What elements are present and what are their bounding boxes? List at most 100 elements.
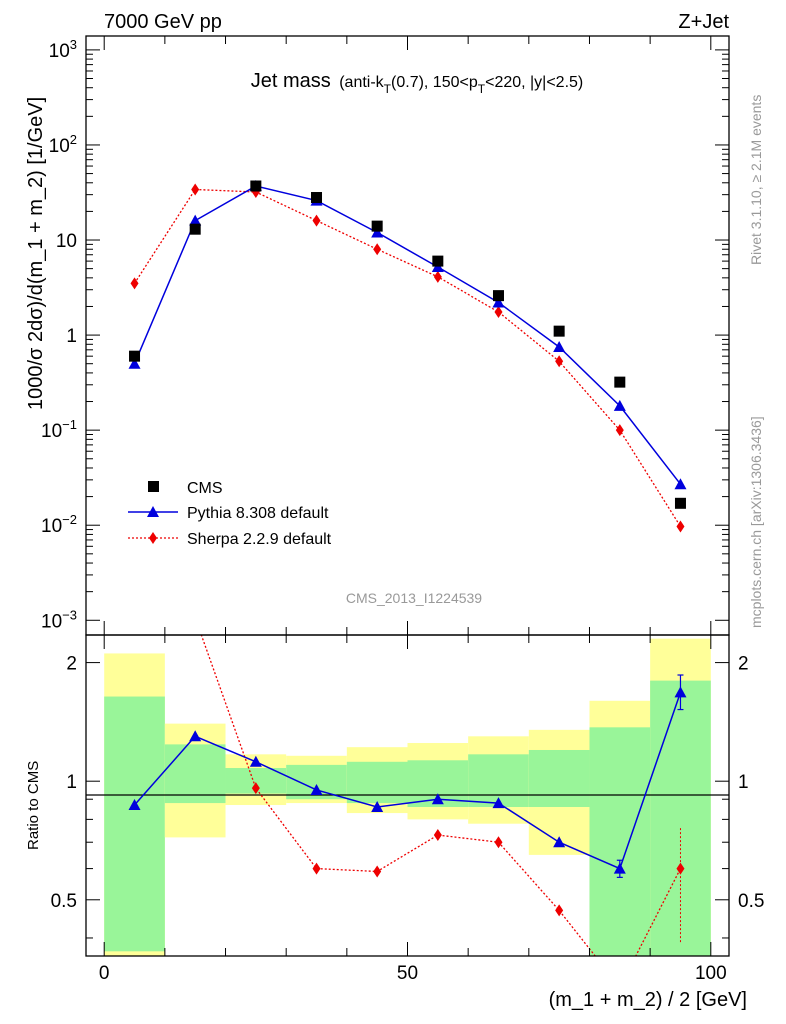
sherpa-point: [191, 183, 200, 196]
plot-title-sub-2: T: [384, 82, 392, 96]
pythia-point: [371, 226, 384, 238]
pythia-point: [674, 478, 687, 490]
y-tick-label-main: 103: [49, 37, 77, 62]
legend-marker-sherpa: [149, 532, 157, 544]
plot-title: Jet mass (anti-kT(0.7), 150<pT<220, |y|<…: [251, 70, 584, 96]
cms-point: [553, 325, 565, 337]
pythia-point: [553, 340, 566, 352]
plot-title-sub-5: <220, |y|<2.5): [485, 74, 583, 91]
y-tick-label-exponent: −3: [62, 607, 77, 622]
y-tick-label-base: 10: [41, 611, 62, 632]
y-tick-label-ratio-right: 0.5: [738, 891, 764, 912]
ratio-band-inner: [528, 749, 590, 807]
sherpa-ratio-point: [312, 862, 321, 875]
main-plot-frame: [85, 35, 730, 636]
pythia-ratio-point: [553, 836, 566, 848]
y-tick-label-main: 10−3: [41, 607, 77, 632]
plot-title-sub-4: T: [478, 82, 486, 96]
sherpa-line: [133, 188, 682, 527]
header-left-label: 7000 GeV pp: [104, 11, 222, 33]
sherpa-point: [130, 277, 139, 290]
cms-point: [432, 255, 444, 267]
cms-point: [129, 350, 141, 362]
sherpa-ratio-point: [373, 865, 382, 878]
analysis-id-label: CMS_2013_I1224539: [346, 590, 482, 606]
ratio-band-inner: [164, 744, 226, 804]
pythia-point: [613, 399, 626, 411]
main-series-group: [128, 180, 687, 533]
sherpa-point: [373, 243, 382, 256]
pythia-ratio-point: [492, 797, 505, 809]
sherpa-ratio-point: [251, 782, 260, 795]
y-tick-label-ratio-right: 1: [738, 772, 749, 793]
ratio-band-inner: [589, 727, 651, 956]
pythia-ratio-line: [133, 692, 682, 870]
legend: CMS Pythia 8.308 default Sherpa 2.2.9 de…: [128, 480, 332, 548]
y-tick-label-base: 10: [49, 41, 70, 62]
y-tick-label-exponent: −2: [62, 512, 77, 527]
sherpa-point: [312, 214, 321, 227]
ratio-band-inner: [104, 696, 165, 952]
header-right-label: Z+Jet: [678, 11, 729, 33]
cms-point: [189, 223, 201, 235]
y-tick-label-main: 10−2: [41, 512, 77, 537]
cms-point: [674, 497, 686, 509]
cms-point: [492, 290, 504, 302]
sherpa-ratio-point: [433, 829, 442, 842]
y-tick-label-ratio-left: 1: [66, 772, 77, 793]
y-tick-label-main: 10: [56, 231, 77, 252]
pythia-line: [133, 185, 682, 485]
pythia-ratio-point: [249, 755, 262, 767]
y-tick-label-exponent: −1: [62, 417, 77, 432]
sherpa-ratio-point: [555, 904, 564, 917]
pythia-point: [189, 214, 202, 226]
legend-label-pythia: Pythia 8.308 default: [187, 505, 329, 522]
pythia-ratio-point: [310, 783, 323, 795]
pythia-ratio-point: [128, 799, 141, 811]
pythia-ratio-point: [189, 730, 202, 742]
y-tick-label-base: 10: [49, 136, 70, 157]
legend-marker-cms: [148, 481, 159, 492]
y-tick-label-base: 10: [41, 421, 62, 442]
pythia-ratio-point: [431, 793, 444, 805]
plot-title-main: Jet mass: [251, 70, 331, 92]
sherpa-point: [555, 355, 564, 368]
y-tick-label-exponent: 3: [70, 37, 77, 52]
y-tick-label-main: 1: [66, 326, 77, 347]
y-tick-label-main: 10−1: [41, 417, 77, 442]
y-tick-label-exponent: 2: [70, 132, 77, 147]
plot-title-sub-3: (0.7), 150<p: [391, 74, 478, 91]
y-tick-label-base: 10: [41, 516, 62, 537]
ratio-band-inner: [650, 680, 711, 956]
pythia-point: [128, 357, 141, 369]
sherpa-point: [494, 305, 503, 318]
ratio-bands: [104, 638, 711, 956]
x-tick-label: 0: [99, 963, 110, 984]
cms-point: [614, 376, 626, 388]
plot-title-sub-1: (anti-k: [339, 74, 384, 91]
x-tick-label: 50: [397, 963, 418, 984]
x-tick-label: 100: [695, 963, 727, 984]
x-axis-label: (m_1 + m_2) / 2 [GeV]: [549, 989, 747, 1011]
y-tick-label-ratio-left: 2: [66, 654, 77, 675]
rivet-version-label: Rivet 3.1.10, ≥ 2.1M events: [748, 95, 764, 265]
cms-point: [371, 220, 383, 232]
legend-marker-pythia: [147, 506, 159, 517]
sherpa-point: [615, 424, 624, 437]
y-tick-label-base: 10: [56, 231, 77, 252]
pythia-point: [492, 296, 505, 308]
ratio-band-inner: [346, 761, 408, 804]
legend-label-cms: CMS: [187, 480, 223, 497]
y-tick-label-ratio-right: 2: [738, 654, 749, 675]
y-tick-label-ratio-left: 0.5: [51, 891, 77, 912]
y-tick-label-base: 1: [66, 326, 77, 347]
sherpa-point: [676, 520, 685, 533]
cms-point: [311, 192, 323, 204]
cms-point: [250, 180, 262, 192]
sherpa-ratio-point: [494, 836, 503, 849]
y-axis-label-ratio: Ratio to CMS: [25, 761, 42, 850]
mcplots-label: mcplots.cern.ch [arXiv:1306.3436]: [748, 416, 764, 628]
y-tick-label-main: 102: [49, 132, 77, 157]
